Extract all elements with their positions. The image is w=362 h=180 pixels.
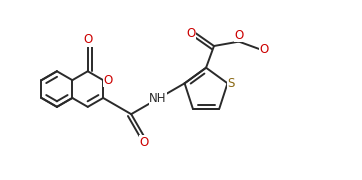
Text: O: O xyxy=(103,74,113,87)
Text: O: O xyxy=(260,43,269,56)
Text: O: O xyxy=(186,27,196,40)
Text: O: O xyxy=(139,136,148,149)
Text: NH: NH xyxy=(149,92,167,105)
Text: S: S xyxy=(228,77,235,90)
Text: O: O xyxy=(83,33,92,46)
Text: O: O xyxy=(234,29,244,42)
